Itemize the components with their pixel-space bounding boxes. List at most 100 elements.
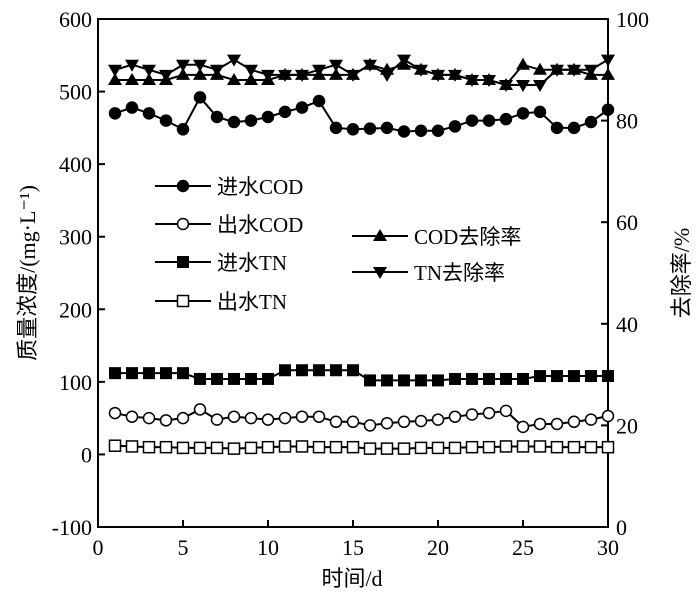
data-point — [601, 54, 615, 67]
data-point — [227, 54, 241, 67]
y-right-tick-label: 0 — [616, 515, 627, 540]
y-left-tick-label: 0 — [81, 442, 92, 467]
data-point — [465, 440, 479, 454]
legend-marker — [373, 229, 387, 241]
series-1 — [108, 91, 615, 138]
data-point — [499, 80, 513, 93]
data-point — [363, 442, 377, 455]
y-left-tick-label: 400 — [59, 152, 92, 177]
data-point — [295, 101, 309, 114]
data-point — [381, 374, 393, 387]
series-3 — [109, 364, 614, 387]
data-point — [262, 372, 274, 385]
y-axis-left-title: 质量浓度/(mg·L⁻¹) — [15, 185, 40, 361]
data-point — [193, 441, 207, 455]
data-point — [295, 410, 309, 423]
data-point — [465, 408, 479, 421]
y-left-tick-label: 300 — [59, 225, 92, 250]
data-point — [227, 442, 241, 455]
data-point — [108, 439, 122, 452]
y-right-tick-label: 40 — [616, 312, 638, 337]
data-point — [261, 413, 275, 426]
y-right-tick-label: 80 — [616, 109, 638, 134]
data-point — [550, 121, 564, 135]
data-point — [228, 372, 240, 385]
data-point — [227, 410, 241, 423]
data-point — [500, 372, 512, 385]
y-left-tick-label: 100 — [59, 370, 92, 395]
legend-entry-3: 进水TN — [155, 251, 287, 275]
y-axis-left-title-text: 质量浓度/(mg·L⁻¹) — [15, 185, 40, 361]
data-point — [142, 107, 156, 120]
data-point — [142, 72, 156, 85]
data-point — [397, 125, 411, 138]
data-point — [108, 64, 122, 77]
x-tick-label: 30 — [597, 535, 619, 560]
x-tick-label: 15 — [342, 535, 364, 560]
data-point — [499, 404, 513, 418]
data-point — [550, 417, 564, 431]
data-point — [330, 364, 342, 377]
data-point — [533, 62, 547, 75]
data-point — [193, 403, 207, 416]
data-point — [108, 406, 122, 420]
legend-marker — [176, 217, 190, 231]
data-point — [329, 59, 343, 72]
data-point — [397, 415, 411, 429]
data-point — [380, 69, 394, 82]
x-tick-label: 10 — [257, 535, 279, 560]
data-point — [568, 370, 580, 383]
legend-marker — [176, 294, 190, 308]
data-point — [567, 64, 581, 77]
data-point — [109, 367, 121, 380]
data-point — [380, 416, 394, 430]
data-point — [142, 411, 156, 425]
legend-label: COD去除率 — [414, 225, 521, 249]
data-point — [364, 374, 376, 387]
data-point — [516, 80, 530, 93]
series-line — [115, 63, 608, 87]
data-point — [176, 67, 190, 80]
data-point — [329, 121, 343, 135]
data-point — [431, 124, 445, 138]
x-axis-title: 时间/d — [321, 566, 382, 591]
data-point — [516, 440, 530, 453]
data-point — [210, 441, 224, 455]
data-point — [346, 69, 360, 82]
y-right-tick-label: 100 — [616, 7, 649, 32]
legend-entry-6: TN去除率 — [352, 261, 505, 285]
data-point — [465, 114, 479, 127]
legend: 进水COD 出水COD 进水TN 出水TN COD去除率 TN去除率 — [155, 175, 521, 314]
y-left-tick-label: 600 — [59, 7, 92, 32]
data-point — [414, 64, 428, 77]
data-point — [380, 442, 394, 455]
data-point — [312, 94, 326, 108]
data-point — [567, 415, 581, 429]
data-point — [601, 103, 615, 116]
series-6 — [108, 54, 615, 93]
data-point — [397, 442, 411, 455]
data-point — [312, 410, 326, 423]
data-point — [601, 440, 615, 454]
legend-entry-4: 出水TN — [155, 290, 287, 314]
data-point — [244, 441, 258, 455]
data-point — [414, 441, 428, 455]
data-point — [465, 74, 479, 87]
data-point — [142, 440, 156, 454]
data-point — [159, 114, 173, 127]
legend-label: 进水TN — [217, 251, 287, 275]
data-point — [601, 409, 615, 423]
data-point — [363, 59, 377, 72]
data-point — [261, 110, 275, 124]
data-point — [380, 121, 394, 135]
data-point — [125, 410, 139, 423]
legend-label: TN去除率 — [414, 261, 505, 285]
data-point — [278, 105, 292, 119]
data-point — [279, 364, 291, 377]
data-point — [414, 124, 428, 138]
data-point — [398, 374, 410, 387]
data-point — [432, 374, 444, 387]
data-point — [177, 367, 189, 380]
data-point — [244, 72, 258, 85]
